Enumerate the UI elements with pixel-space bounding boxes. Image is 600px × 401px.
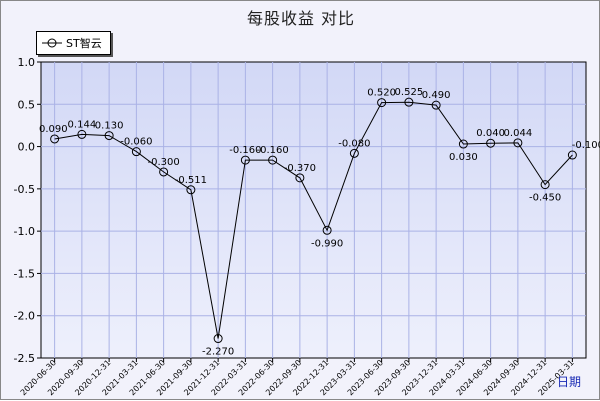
legend-marker-icon [42, 38, 62, 48]
data-point-marker [159, 167, 169, 177]
data-point-marker [431, 100, 441, 110]
data-label: 0.130 [95, 121, 124, 132]
data-label: -0.990 [311, 238, 343, 249]
data-label: -0.370 [284, 163, 316, 174]
data-point-marker [377, 98, 387, 108]
data-label: 0.144 [68, 119, 97, 130]
y-tick-label: -2.5 [14, 352, 35, 365]
data-label: 0.090 [39, 124, 68, 135]
series-line-st-zhiyun [54, 101, 573, 339]
data-point-marker [268, 155, 278, 165]
y-tick-label: 0.0 [18, 141, 36, 154]
data-label: 0.490 [422, 90, 451, 101]
legend: ST智云 [36, 31, 111, 55]
legend-label: ST智云 [66, 37, 102, 50]
y-tick-label: 0.5 [18, 98, 36, 111]
data-label: 0.525 [395, 87, 424, 98]
data-label: -2.270 [202, 347, 234, 358]
y-tick-label: -1.0 [14, 225, 35, 238]
data-label: -0.300 [148, 157, 180, 168]
data-label: -0.080 [338, 138, 370, 149]
data-label: -0.060 [120, 137, 152, 148]
y-tick-label: -0.5 [14, 183, 35, 196]
data-point-marker [349, 148, 359, 158]
y-tick-label: -1.5 [14, 267, 35, 280]
data-label: 0.520 [367, 88, 396, 99]
data-point-marker [322, 225, 332, 235]
x-axis-label: 日期 [557, 375, 582, 389]
chart-title: 每股收益 对比 [246, 9, 356, 28]
y-tick-label: -2.0 [14, 310, 35, 323]
data-point-marker [240, 155, 250, 165]
data-point-marker [458, 139, 468, 149]
data-label: 0.040 [476, 128, 505, 139]
data-point-marker [486, 138, 496, 148]
data-label: 0.030 [449, 152, 478, 163]
data-point-marker [404, 97, 414, 107]
data-point-marker [131, 147, 141, 157]
data-label: -0.450 [529, 193, 561, 204]
data-point-marker [213, 334, 223, 344]
data-point-marker [104, 131, 114, 141]
data-point-marker [77, 129, 87, 139]
data-label: -0.511 [175, 175, 207, 186]
data-label: -0.160 [229, 145, 261, 156]
data-point-marker [540, 180, 550, 190]
data-point-marker [186, 185, 196, 195]
data-label: -0.100 [572, 140, 600, 151]
data-label: 0.044 [504, 128, 533, 139]
data-point-marker [513, 138, 523, 148]
data-point-marker [295, 173, 305, 183]
data-label: -0.160 [257, 145, 289, 156]
data-point-marker [567, 150, 577, 160]
y-tick-label: 1.0 [18, 56, 36, 69]
data-point-marker [50, 134, 60, 144]
